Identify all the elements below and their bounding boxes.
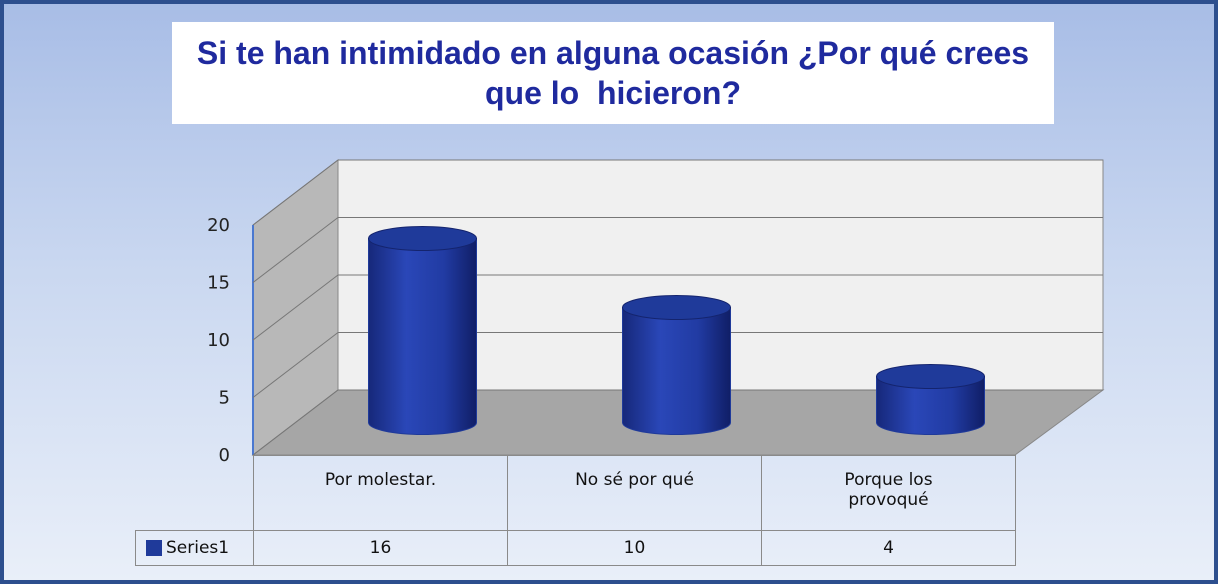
category-cell: Porque los provoqué bbox=[761, 455, 1016, 531]
grid-line-side bbox=[252, 389, 339, 456]
category-cell: No sé por qué bbox=[507, 455, 762, 531]
y-tick-label: 15 bbox=[207, 273, 230, 294]
category-cell-text: No sé por qué bbox=[575, 470, 694, 490]
value-cell: 4 bbox=[761, 530, 1016, 566]
value-cell-text: 16 bbox=[369, 538, 392, 558]
chart-title: Si te han intimidado en alguna ocasión ¿… bbox=[196, 35, 1038, 111]
value-cell-text: 10 bbox=[623, 538, 646, 558]
legend-cell: Series1 bbox=[135, 530, 254, 566]
bar bbox=[368, 238, 477, 435]
value-cell: 16 bbox=[253, 530, 508, 566]
grid-line-side bbox=[252, 159, 339, 226]
y-tick-label: 0 bbox=[219, 445, 230, 466]
bar bbox=[876, 376, 985, 435]
y-tick-label: 10 bbox=[207, 330, 230, 351]
bar-top bbox=[622, 295, 731, 320]
bar-top bbox=[368, 226, 477, 251]
category-cell-text: Por molestar. bbox=[324, 470, 437, 490]
category-cell: Por molestar. bbox=[253, 455, 508, 531]
grid-line-side bbox=[252, 217, 339, 283]
bar bbox=[622, 307, 731, 435]
legend-swatch bbox=[146, 540, 162, 556]
value-cell: 10 bbox=[507, 530, 762, 566]
grid-line-side bbox=[252, 274, 339, 341]
bar-top bbox=[876, 364, 985, 389]
title-box: Si te han intimidado en alguna ocasión ¿… bbox=[172, 22, 1054, 124]
legend-label: Series1 bbox=[166, 538, 230, 558]
y-tick-label: 5 bbox=[219, 388, 230, 409]
value-cell-text: 4 bbox=[883, 538, 894, 558]
y-tick-label: 20 bbox=[207, 215, 230, 236]
category-cell-text: Porque los provoqué bbox=[844, 470, 933, 510]
grid-line-side bbox=[252, 332, 339, 398]
